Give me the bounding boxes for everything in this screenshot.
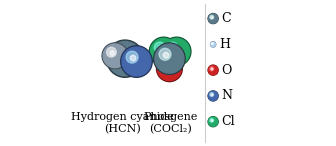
Circle shape bbox=[211, 120, 213, 121]
Circle shape bbox=[154, 42, 165, 53]
Circle shape bbox=[211, 42, 215, 47]
Circle shape bbox=[210, 93, 214, 96]
Circle shape bbox=[208, 14, 218, 24]
Circle shape bbox=[163, 38, 190, 65]
Circle shape bbox=[164, 64, 169, 68]
Text: Phosgene
(COCl₂): Phosgene (COCl₂) bbox=[143, 112, 197, 134]
Circle shape bbox=[211, 68, 213, 70]
Circle shape bbox=[171, 46, 176, 51]
Circle shape bbox=[167, 42, 178, 53]
Circle shape bbox=[208, 65, 218, 75]
Circle shape bbox=[157, 56, 182, 82]
Circle shape bbox=[211, 42, 216, 47]
Circle shape bbox=[210, 67, 214, 71]
Circle shape bbox=[155, 44, 184, 73]
Text: Hydrogen cyanide
(HCN): Hydrogen cyanide (HCN) bbox=[71, 112, 173, 134]
Circle shape bbox=[211, 16, 213, 18]
Circle shape bbox=[208, 91, 218, 101]
Circle shape bbox=[210, 118, 214, 122]
Text: Cl: Cl bbox=[222, 115, 235, 128]
Circle shape bbox=[208, 117, 218, 127]
Circle shape bbox=[118, 51, 124, 58]
Circle shape bbox=[103, 44, 127, 68]
Circle shape bbox=[212, 43, 213, 44]
Circle shape bbox=[211, 43, 213, 45]
Circle shape bbox=[122, 47, 151, 76]
Circle shape bbox=[158, 46, 163, 51]
Text: O: O bbox=[222, 64, 232, 77]
Circle shape bbox=[110, 51, 115, 55]
Circle shape bbox=[209, 117, 218, 126]
Circle shape bbox=[161, 60, 171, 70]
Circle shape bbox=[113, 46, 127, 61]
Circle shape bbox=[209, 91, 218, 101]
Circle shape bbox=[126, 51, 138, 63]
Circle shape bbox=[150, 37, 178, 66]
Circle shape bbox=[130, 55, 136, 61]
Circle shape bbox=[151, 38, 177, 65]
Text: N: N bbox=[222, 89, 233, 102]
Text: C: C bbox=[222, 12, 231, 25]
Circle shape bbox=[209, 66, 218, 75]
Circle shape bbox=[162, 37, 191, 66]
Circle shape bbox=[209, 14, 218, 23]
Circle shape bbox=[107, 47, 116, 57]
Circle shape bbox=[102, 43, 128, 69]
Circle shape bbox=[159, 48, 171, 60]
Circle shape bbox=[154, 43, 185, 74]
Circle shape bbox=[210, 15, 214, 19]
Circle shape bbox=[158, 57, 181, 81]
Circle shape bbox=[121, 46, 152, 77]
Circle shape bbox=[108, 42, 142, 76]
Circle shape bbox=[211, 94, 213, 96]
Circle shape bbox=[163, 52, 169, 58]
Circle shape bbox=[107, 40, 144, 77]
Text: H: H bbox=[219, 38, 230, 51]
